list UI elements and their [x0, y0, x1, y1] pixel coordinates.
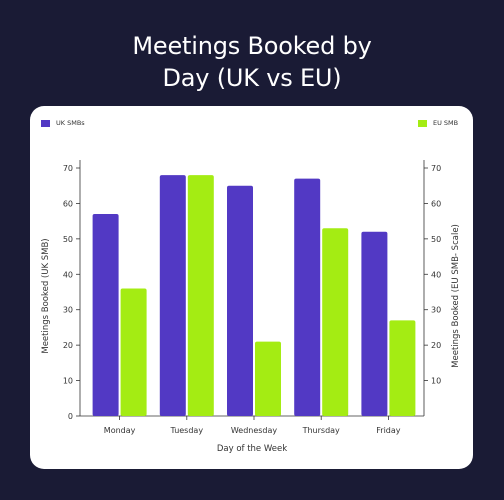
y-axis-label-right: Meetings Booked (EU SMB- Scale) [451, 224, 461, 368]
x-tick-label: Thursday [302, 426, 340, 435]
x-tick-label: Monday [104, 426, 136, 435]
legend-eu-label: EU SMB [433, 119, 459, 127]
bar-eu-wednesday [255, 341, 281, 416]
y-axis-label-left: Meetings Booked (UK SMB) [41, 238, 51, 353]
bar-eu-tuesday [187, 175, 214, 416]
legend-uk-label: UK SMBs [56, 119, 85, 127]
y-tick-label-left: 30 [63, 306, 73, 315]
y-tick-label-right: 30 [431, 306, 441, 315]
y-tick-label-right: 20 [431, 341, 441, 350]
y-tick-label-right: 40 [431, 270, 441, 279]
y-tick-label-left: 50 [63, 235, 73, 244]
chart-title-line-1: Meetings Booked by [132, 32, 372, 60]
bar-eu-monday [120, 288, 147, 416]
y-tick-label-right: 50 [431, 235, 441, 244]
legend-uk: UK SMBs [41, 119, 85, 127]
bar-eu-thursday [322, 228, 349, 416]
bar-eu-friday [389, 320, 416, 416]
x-tick-label: Friday [376, 426, 401, 435]
chart-title-line-2: Day (UK vs EU) [162, 64, 342, 92]
y-tick-label-left: 40 [63, 270, 73, 279]
bar-uk-thursday [294, 178, 321, 416]
legend-eu-swatch [418, 119, 427, 127]
legend-uk-swatch [41, 119, 50, 127]
y-tick-label-right: 60 [431, 199, 441, 208]
y-tick-label-right: 70 [431, 164, 441, 173]
bar-uk-wednesday [227, 185, 253, 416]
y-tick-label-left: 70 [63, 164, 73, 173]
y-tick-label-right: 10 [431, 377, 441, 386]
x-axis-label: Day of the Week [217, 444, 287, 454]
x-tick-label: Wednesday [231, 426, 278, 435]
legend-eu: EU SMB [418, 119, 458, 127]
y-tick-label-left: 10 [63, 377, 73, 386]
bar-uk-friday [361, 231, 388, 416]
y-tick-label-left: 20 [63, 341, 73, 350]
y-tick-label-left: 0 [68, 412, 73, 421]
chart-title: Meetings Booked by Day (UK vs EU) [0, 30, 504, 94]
x-tick-label: Tuesday [170, 426, 204, 435]
bar-uk-tuesday [159, 175, 186, 416]
y-tick-label-left: 60 [63, 199, 73, 208]
bar-uk-monday [92, 214, 119, 416]
